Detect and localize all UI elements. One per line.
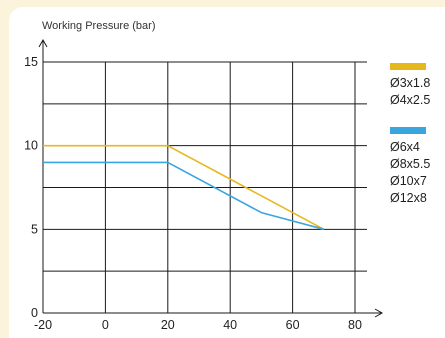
- series-lines: [43, 144, 325, 231]
- y-tick-label: 10: [24, 139, 38, 153]
- x-tick-label: 60: [286, 318, 300, 332]
- x-tick-label: -20: [34, 318, 52, 332]
- y-tick-label: 15: [24, 55, 38, 69]
- y-axis-arrow: [38, 38, 48, 48]
- series-line-1: [43, 144, 325, 231]
- x-axis-arrow: [374, 308, 384, 318]
- y-tick-label: 0: [31, 306, 38, 320]
- x-tick-label: 80: [348, 318, 362, 332]
- grid: [43, 61, 367, 313]
- legend-swatch-1: [390, 63, 426, 70]
- legend-item-label: Ø8x5.5: [390, 157, 430, 171]
- legend-item-label: Ø12x8: [390, 191, 427, 205]
- x-tick-label: 0: [102, 318, 109, 332]
- legend-item-label: Ø10x7: [390, 174, 427, 188]
- axes: [38, 38, 384, 318]
- y-tick-label: 5: [31, 222, 38, 236]
- legend-swatch-2: [390, 127, 426, 134]
- legend-item-label: Ø6x4: [390, 140, 420, 154]
- x-tick-label: 40: [223, 318, 237, 332]
- y-axis-title: Working Pressure (bar): [42, 20, 156, 32]
- legend: Ø3x1.8 Ø4x2.5 Ø6x4 Ø8x5.5 Ø10x7 Ø12x8: [390, 63, 430, 205]
- legend-item-label: Ø4x2.5: [390, 93, 430, 107]
- legend-item-label: Ø3x1.8: [390, 76, 430, 90]
- x-tick-label: 20: [161, 318, 175, 332]
- series-line-2: [43, 161, 325, 231]
